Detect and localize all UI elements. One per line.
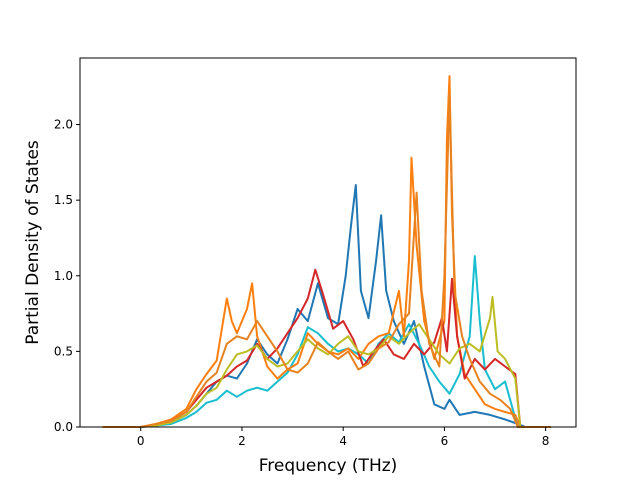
x-tick-label: 6 [441, 434, 449, 448]
series-line-4 [102, 268, 551, 428]
y-tick-label: 0.5 [54, 344, 73, 358]
series-lines [102, 75, 551, 428]
plot-frame [79, 57, 577, 428]
y-tick-label: 0.0 [54, 420, 73, 434]
series-line-3 [102, 75, 551, 428]
y-axis-ticks: 0.0 0.5 1.0 1.5 2.0 [54, 118, 80, 434]
x-tick-label: 0 [137, 434, 145, 448]
series-line-6 [102, 93, 551, 428]
y-tick-label: 1.5 [54, 193, 73, 207]
x-axis-label: Frequency (THz) [259, 456, 398, 476]
y-tick-label: 2.0 [54, 118, 73, 132]
x-tick-label: 4 [339, 434, 347, 448]
x-tick-label: 2 [238, 434, 246, 448]
y-axis-label: Partial Density of States [23, 140, 43, 345]
x-tick-label: 8 [542, 434, 550, 448]
y-tick-label: 1.0 [54, 269, 73, 283]
series-line-5 [102, 295, 551, 428]
x-axis-ticks: 0 2 4 6 8 [137, 427, 550, 448]
